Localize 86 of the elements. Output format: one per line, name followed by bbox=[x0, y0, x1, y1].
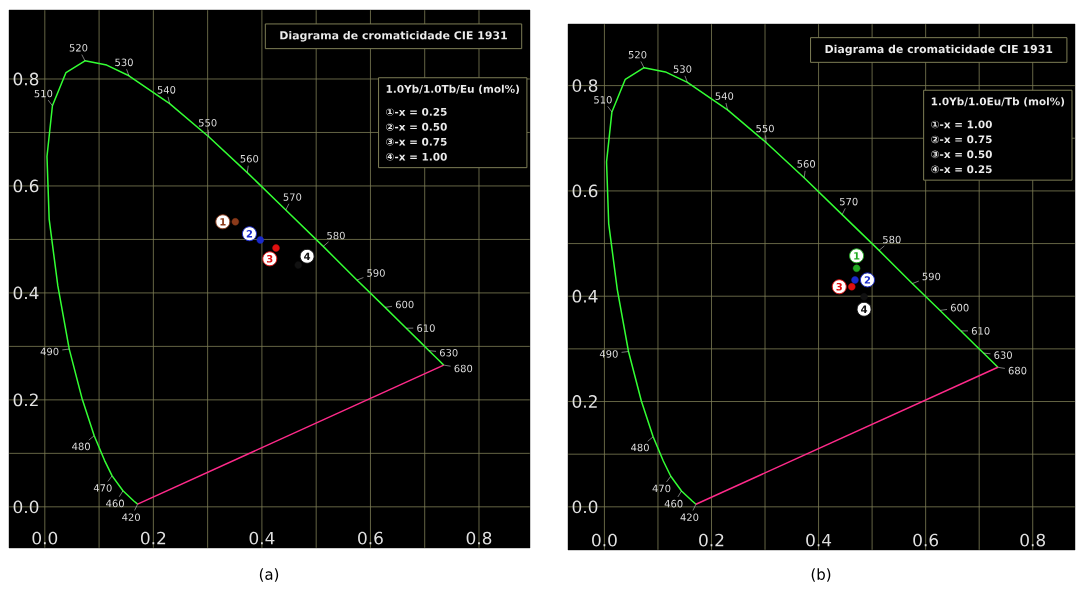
annotation: 570 bbox=[283, 193, 302, 201]
x-tick-label: 0.0 bbox=[592, 533, 617, 547]
annotation: 560 bbox=[797, 160, 816, 168]
annotation: 510 bbox=[594, 96, 612, 104]
y-tick-label: 0.0 bbox=[572, 500, 598, 514]
series-label: 1 bbox=[220, 218, 226, 226]
text: Diagrama de cromaticidade CIE 1931 bbox=[280, 30, 507, 42]
y-tick-label: 0.0 bbox=[13, 500, 39, 514]
annotation: 610 bbox=[417, 324, 435, 332]
y-tick-label: 0.4 bbox=[13, 286, 39, 300]
annotation: 630 bbox=[439, 348, 458, 357]
text: (a) bbox=[259, 568, 279, 582]
annotation: ③-x = 0.75 bbox=[386, 137, 447, 146]
point bbox=[851, 276, 859, 284]
text: Diagrama de cromaticidade CIE 1931 bbox=[825, 44, 1053, 56]
annotation: 460 bbox=[664, 499, 683, 508]
series-label: 4 bbox=[861, 305, 868, 313]
annotation: 550 bbox=[198, 119, 217, 127]
annotation: ③-x = 0.50 bbox=[931, 150, 992, 159]
x-tick-label: 0.8 bbox=[466, 531, 492, 545]
annotation: ④-x = 1.00 bbox=[386, 152, 447, 161]
y-tick-label: 0.8 bbox=[572, 79, 598, 92]
x-tick-label: 0.2 bbox=[141, 531, 166, 545]
annotation: 470 bbox=[93, 484, 112, 492]
annotation: 530 bbox=[115, 58, 133, 67]
annotation: ②-x = 0.50 bbox=[386, 122, 447, 131]
annotation: 510 bbox=[34, 89, 53, 98]
text: (b) bbox=[811, 568, 831, 582]
point bbox=[860, 293, 868, 301]
annotation: 600 bbox=[395, 300, 414, 309]
annotation: 530 bbox=[673, 65, 692, 73]
annotation: 420 bbox=[680, 513, 699, 522]
series-label: 2 bbox=[864, 276, 871, 284]
point bbox=[231, 218, 239, 226]
annotation: 680 bbox=[1008, 366, 1027, 375]
annotation: 470 bbox=[652, 484, 671, 493]
y-tick-label: 0.2 bbox=[572, 395, 597, 408]
annotation: ①-x = 0.25 bbox=[386, 107, 447, 116]
series-label: 2 bbox=[246, 230, 253, 238]
annotation: 570 bbox=[839, 197, 858, 206]
series-label: 3 bbox=[836, 282, 842, 291]
point bbox=[294, 261, 302, 269]
x-tick-label: 0.8 bbox=[1020, 533, 1046, 547]
x-tick-label: 0.4 bbox=[249, 531, 275, 545]
series-label: 4 bbox=[304, 252, 311, 260]
annotation: ②-x = 0.75 bbox=[931, 135, 992, 144]
annotation: 490 bbox=[40, 347, 59, 356]
point bbox=[272, 244, 280, 252]
legend-title: 1.0Yb/1.0Tb/Eu (mol%) bbox=[386, 84, 519, 95]
annotation: 610 bbox=[971, 327, 990, 335]
series-label: 1 bbox=[854, 252, 860, 260]
x-tick-label: 0.6 bbox=[913, 533, 939, 547]
annotation: ①-x = 1.00 bbox=[931, 120, 992, 129]
annotation: 540 bbox=[715, 92, 734, 100]
annotation: 520 bbox=[69, 44, 88, 52]
annotation: 590 bbox=[367, 269, 385, 277]
annotation: 630 bbox=[994, 351, 1012, 359]
x-tick-label: 0.4 bbox=[806, 533, 832, 547]
y-tick-label: 0.2 bbox=[13, 393, 38, 407]
y-tick-label: 0.6 bbox=[13, 179, 39, 193]
x-tick-label: 0.2 bbox=[699, 533, 724, 547]
annotation: 680 bbox=[454, 364, 473, 373]
annotation: 420 bbox=[122, 513, 140, 521]
annotation: ④-x = 0.25 bbox=[931, 165, 992, 174]
annotation: 590 bbox=[922, 272, 941, 281]
y-tick-label: 0.8 bbox=[13, 72, 39, 86]
point bbox=[256, 236, 264, 244]
annotation: 600 bbox=[950, 303, 969, 312]
series-label: 3 bbox=[266, 255, 273, 263]
annotation: 490 bbox=[599, 350, 618, 358]
y-tick-label: 0.4 bbox=[572, 289, 598, 303]
point bbox=[852, 264, 861, 272]
legend-title: 1.0Yb/1.0Eu/Tb (mol%) bbox=[931, 97, 1065, 107]
annotation: 520 bbox=[628, 50, 647, 59]
point bbox=[848, 283, 856, 291]
annotation: 550 bbox=[756, 124, 774, 133]
annotation: 580 bbox=[327, 231, 345, 240]
annotation: 480 bbox=[631, 443, 649, 452]
annotation: 540 bbox=[157, 86, 176, 94]
x-tick-label: 0.6 bbox=[358, 531, 383, 545]
y-tick-label: 0.6 bbox=[572, 184, 598, 198]
annotation: 560 bbox=[240, 154, 259, 163]
annotation: 480 bbox=[72, 442, 90, 451]
x-tick-label: 0.0 bbox=[32, 531, 58, 545]
annotation: 460 bbox=[106, 499, 124, 508]
annotation: 580 bbox=[883, 235, 901, 244]
